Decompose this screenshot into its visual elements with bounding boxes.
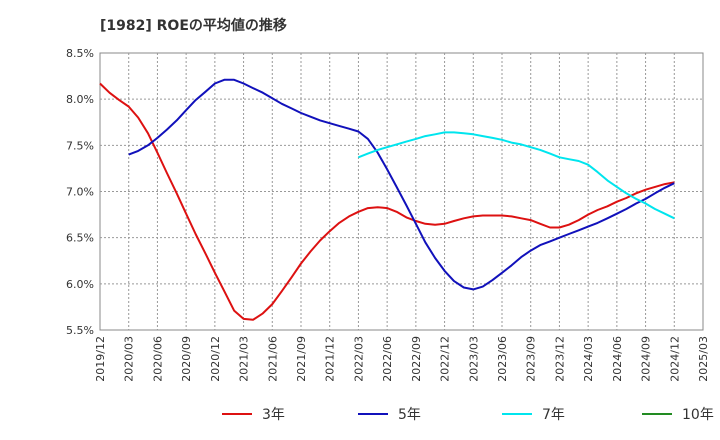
legend: 3年 5年 7年 10年 [222,407,714,423]
x-tick-label: 2023/09 [525,336,538,382]
chart-title: [1982] ROEの平均値の推移 [100,17,287,34]
legend-label: 7年 [542,407,565,423]
y-tick-label: 6.5% [66,232,94,245]
series-line-5年 [128,78,675,291]
x-axis: 2019/12 2020/03 2020/06 2020/09 2020/12 2021/… [94,336,710,382]
x-tick-label: 2024/06 [611,336,624,382]
x-tick-label: 2025/03 [697,336,710,382]
x-tick-label: 2024/12 [668,336,681,382]
x-tick-label: 2020/06 [151,336,164,382]
x-tick-label: 2019/12 [94,336,107,382]
y-tick-label: 7.0% [66,186,94,199]
series-line-7年 [358,131,675,220]
y-axis: 5.5% 6.0% 6.5% 7.0% 7.5% 8.0% 8.5% [66,47,94,337]
x-tick-label: 2021/09 [295,336,308,382]
x-tick-label: 2020/03 [123,336,136,382]
legend-label: 5年 [398,407,421,423]
x-tick-label: 2020/09 [180,336,193,382]
x-tick-label: 2022/09 [410,336,423,382]
x-tick-label: 2022/12 [439,336,452,382]
x-tick-label: 2020/12 [209,336,222,382]
x-tick-label: 2021/06 [266,336,279,382]
x-tick-label: 2022/03 [352,336,365,382]
x-tick-label: 2023/03 [467,336,480,382]
x-tick-label: 2022/06 [381,336,394,382]
x-tick-label: 2024/03 [582,336,595,382]
series-lines [99,78,675,321]
grid [100,53,703,330]
x-tick-label: 2023/06 [496,336,509,382]
y-tick-label: 7.5% [66,139,94,152]
y-tick-label: 8.0% [66,93,94,106]
y-tick-label: 8.5% [66,47,94,60]
x-tick-label: 2021/03 [238,336,251,382]
x-tick-label: 2021/12 [324,336,337,382]
x-tick-label: 2024/09 [640,336,653,382]
x-tick-label: 2023/12 [553,336,566,382]
legend-label: 3年 [262,407,285,423]
y-tick-label: 5.5% [66,324,94,337]
legend-label: 10年 [682,407,714,423]
y-tick-label: 6.0% [66,278,94,291]
series-line-3年 [99,82,675,321]
